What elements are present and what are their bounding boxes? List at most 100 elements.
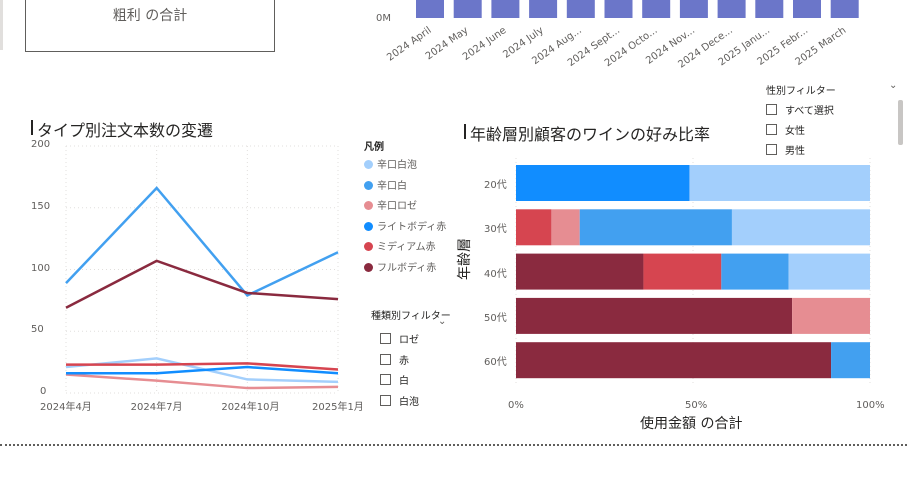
gender-slicer-option-label: 男性 — [785, 146, 805, 157]
top-chart-y-tick: 0M — [376, 13, 391, 24]
top-chart-bar — [491, 0, 520, 18]
top-chart-bar — [679, 0, 708, 18]
slicer-scrollbar[interactable] — [898, 100, 903, 145]
bar-chart-y-label: 30代 — [484, 224, 507, 236]
bar-segment-辛口白 — [831, 342, 870, 379]
top-chart-bar — [642, 0, 671, 18]
type-slicer-option[interactable]: 白 — [380, 372, 409, 387]
legend-item-label: 辛口白泡 — [377, 160, 417, 171]
line-chart-y-tick: 200 — [31, 139, 51, 150]
left-edge-divider — [0, 0, 3, 50]
bar-segment-フルボディ赤 — [516, 297, 793, 334]
bar-chart-x-tick: 100% — [856, 400, 885, 411]
bar-segment-ミディアム赤 — [643, 253, 722, 290]
top-chart-bar — [755, 0, 784, 18]
legend-marker-icon — [364, 242, 373, 251]
bar-segment-辛口白 — [579, 209, 732, 246]
line-chart-x-tick: 2025年1月 — [312, 402, 364, 413]
gender-slicer-title: 性別フィルター — [766, 86, 836, 97]
checkbox[interactable] — [766, 144, 777, 155]
line-series-フルボディ赤 — [65, 259, 339, 309]
line-chart-y-tick: 50 — [31, 324, 44, 336]
bar-segment-ミディアム赤 — [516, 209, 552, 246]
top-chart-bar — [529, 0, 558, 18]
legend-item[interactable]: ミディアム赤 — [364, 238, 436, 253]
line-chart-y-tick: 0 — [40, 386, 47, 397]
legend-item-label: 辛口白 — [377, 180, 407, 192]
checkbox[interactable] — [380, 394, 391, 406]
bar-chart-y-label: 40代 — [484, 268, 507, 280]
legend-item-label: ライトボディ赤 — [377, 221, 447, 233]
legend-item[interactable]: 辛口ロゼ — [364, 197, 417, 212]
bar-segment-辛口白泡 — [689, 165, 870, 201]
gender-slicer-option[interactable]: 男性 — [766, 142, 805, 157]
type-slicer-option[interactable]: 赤 — [380, 352, 409, 367]
gender-slicer-option[interactable]: すべて選択 — [766, 102, 834, 117]
top-chart-bar — [717, 0, 746, 18]
type-slicer-option-label: ロゼ — [399, 335, 419, 346]
kpi-card-label: 粗利 の合計 — [112, 8, 188, 24]
type-slicer-option[interactable]: 白泡 — [380, 393, 419, 408]
gender-slicer-option-label: 女性 — [785, 126, 805, 137]
checkbox[interactable] — [766, 104, 777, 115]
top-chart-bar — [604, 0, 633, 18]
line-series-辛口白 — [65, 186, 339, 297]
kpi-card[interactable]: 粗利 の合計 — [25, 0, 275, 52]
gender-slicer-option[interactable]: 女性 — [766, 122, 805, 137]
type-slicer-option-label: 白 — [399, 376, 409, 387]
bar-chart-x-title: 使用金額 の合計 — [640, 416, 743, 432]
line-chart-x-tick: 2024年10月 — [221, 402, 280, 413]
gender-slicer-option-label: すべて選択 — [785, 106, 834, 117]
checkbox[interactable] — [380, 353, 391, 365]
top-chart-bar — [566, 0, 595, 18]
legend-item[interactable]: 辛口白泡 — [364, 156, 417, 171]
legend-title: 凡例 — [364, 142, 384, 153]
type-slicer-option-label: 赤 — [399, 355, 409, 367]
page-divider — [0, 444, 907, 446]
bar-segment-フルボディ赤 — [516, 253, 644, 290]
line-chart-y-tick: 150 — [31, 200, 51, 212]
legend-item[interactable]: フルボディ赤 — [364, 259, 436, 274]
type-slicer-option[interactable]: ロゼ — [380, 331, 419, 346]
bar-chart-x-tick: 0% — [508, 400, 524, 411]
legend-marker-icon — [364, 160, 373, 169]
type-slicer-title: 種類別フィルター — [371, 311, 451, 322]
line-chart-y-tick: 100 — [31, 262, 51, 274]
legend-item[interactable]: ライトボディ赤 — [364, 218, 446, 233]
top-monthly-bars — [416, 0, 859, 18]
line-chart-x-tick: 2024年7月 — [130, 402, 183, 413]
line-chart-x-tick: 2024年4月 — [40, 402, 92, 413]
bar-segment-辛口白泡 — [731, 209, 870, 246]
bar-chart-title: 年齢層別顧客のワインの好み比率 — [463, 121, 710, 145]
line-series-ライトボディ赤 — [66, 365, 339, 375]
top-chart-bar — [793, 0, 821, 18]
bar-segment-辛口白泡 — [788, 253, 870, 290]
bar-segment-辛口ロゼ — [551, 209, 580, 246]
chevron-down-icon[interactable]: ⌄ — [889, 80, 898, 91]
legend-item-label: ミディアム赤 — [377, 242, 436, 253]
legend-item-label: フルボディ赤 — [377, 262, 437, 274]
checkbox[interactable] — [380, 374, 391, 385]
line-chart-title: タイプ別注文本数の変遷 — [30, 117, 213, 141]
line-series-辛口ロゼ — [65, 373, 339, 390]
bar-chart-y-label: 50代 — [484, 312, 507, 324]
top-chart-bar — [830, 0, 859, 18]
legend-item[interactable]: 辛口白 — [364, 177, 407, 192]
top-chart-bar — [453, 0, 482, 18]
bar-segment-辛口白 — [721, 253, 789, 290]
legend-marker-icon — [364, 221, 373, 231]
bar-chart-y-label: 60代 — [484, 357, 507, 369]
bar-chart-y-label: 20代 — [484, 180, 507, 191]
chevron-down-icon[interactable]: ⌄ — [438, 316, 447, 327]
bar-chart-x-tick: 50% — [685, 400, 708, 411]
checkbox[interactable] — [380, 333, 391, 344]
legend-item-label: 辛口ロゼ — [377, 201, 417, 212]
legend-marker-icon — [364, 180, 373, 190]
bar-segment-ライトボディ赤 — [516, 165, 690, 201]
checkbox[interactable] — [766, 124, 777, 135]
legend-marker-icon — [364, 201, 373, 210]
top-chart-bar — [416, 0, 444, 18]
bar-segment-辛口ロゼ — [792, 297, 870, 334]
